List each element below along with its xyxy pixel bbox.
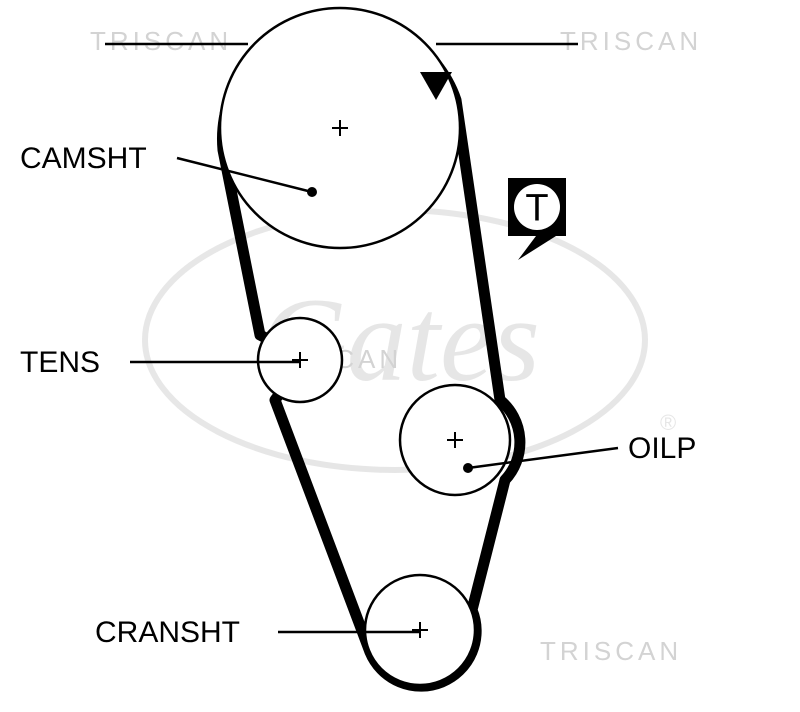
label-crankshaft: CRANSHT (95, 616, 240, 649)
leader-dot (463, 463, 473, 473)
leader-dot (307, 187, 317, 197)
tension-side-badge: T (508, 178, 566, 260)
timing-belt-diagram: Gates ® TRISCANTRISCANTRISCANTRISCAN CAM… (0, 0, 800, 712)
label-tensioner: TENS (20, 346, 100, 379)
badge-letter: T (525, 187, 548, 229)
label-camshaft: CAMSHT (20, 142, 147, 175)
triscan-watermark: TRISCAN (560, 26, 702, 56)
triscan-watermark: TRISCAN (90, 26, 232, 56)
label-oilpump: OILP (628, 432, 696, 465)
triscan-watermark: TRISCAN (540, 636, 682, 666)
badge-tail (518, 236, 556, 260)
